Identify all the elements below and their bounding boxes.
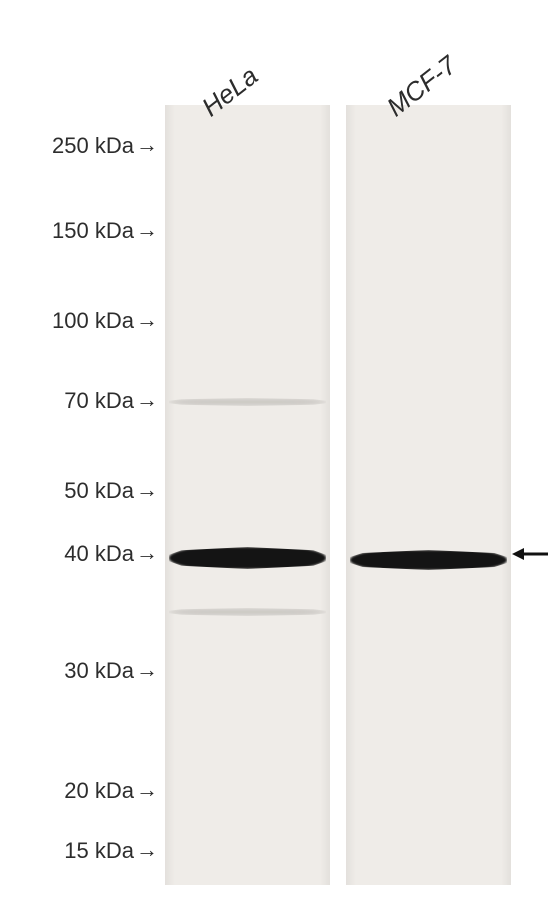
arrow-right-icon: →: [136, 542, 158, 564]
lanes-region: HeLaMCF-7: [160, 0, 550, 903]
mw-marker: 250 kDa→: [52, 133, 158, 159]
mw-marker: 40 kDa→: [64, 541, 158, 567]
mw-marker-label: 40 kDa: [64, 541, 134, 567]
mw-marker-label: 100 kDa: [52, 308, 134, 334]
mw-marker-label: 30 kDa: [64, 658, 134, 684]
mw-marker-label: 15 kDa: [64, 838, 134, 864]
mw-marker-label: 150 kDa: [52, 218, 134, 244]
band: [350, 550, 507, 570]
arrow-right-icon: →: [136, 479, 158, 501]
band-faint: [169, 398, 326, 406]
lane: [165, 105, 330, 885]
arrow-right-icon: →: [136, 134, 158, 156]
mw-marker: 70 kDa→: [64, 388, 158, 414]
western-blot-figure: WWW.PTGLAB.COM 250 kDa→150 kDa→100 kDa→7…: [0, 0, 550, 903]
mw-marker-label: 50 kDa: [64, 478, 134, 504]
arrow-right-icon: →: [136, 779, 158, 801]
arrow-right-icon: →: [136, 219, 158, 241]
mw-marker: 30 kDa→: [64, 658, 158, 684]
mw-marker: 15 kDa→: [64, 838, 158, 864]
mw-marker-label: 20 kDa: [64, 778, 134, 804]
mw-marker: 50 kDa→: [64, 478, 158, 504]
band: [169, 547, 326, 569]
mw-marker: 20 kDa→: [64, 778, 158, 804]
mw-marker-label: 70 kDa: [64, 388, 134, 414]
mw-marker: 100 kDa→: [52, 308, 158, 334]
lane: [346, 105, 511, 885]
mw-marker: 150 kDa→: [52, 218, 158, 244]
band-faint: [169, 608, 326, 616]
mw-marker-label: 250 kDa: [52, 133, 134, 159]
mw-ladder: 250 kDa→150 kDa→100 kDa→70 kDa→50 kDa→40…: [0, 0, 158, 903]
arrow-right-icon: →: [136, 659, 158, 681]
arrow-right-icon: →: [136, 389, 158, 411]
arrow-right-icon: →: [136, 839, 158, 861]
target-band-arrow: [512, 545, 548, 563]
arrow-right-icon: →: [136, 309, 158, 331]
